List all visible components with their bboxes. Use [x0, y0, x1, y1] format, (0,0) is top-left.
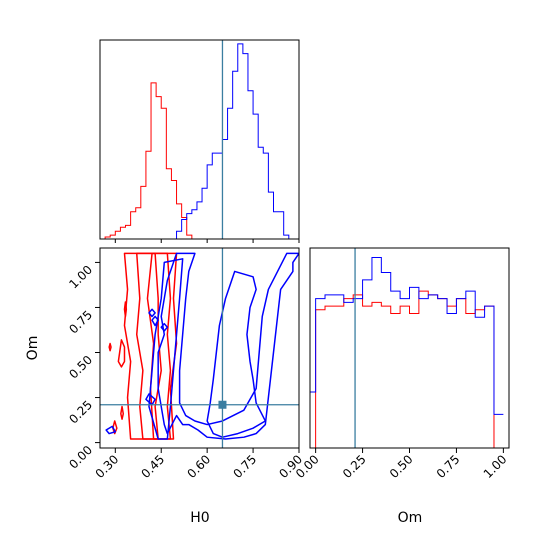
x-axis-label-om: Om	[398, 510, 423, 526]
truth-marker	[218, 400, 227, 409]
contour-series-2-level-2	[206, 270, 267, 438]
h0-histogram-series-2	[100, 43, 299, 239]
x-axis-label-h0: H0	[190, 510, 209, 526]
contour-series-2-level-7	[148, 308, 156, 318]
contour-series-2-level-4	[105, 425, 117, 435]
contour-panel: 0.30 0.45 0.60 0.75 0.900.000.250.500.751.00…	[25, 247, 305, 526]
h0-histogram-frame	[99, 39, 300, 240]
contour-series-2-level-5	[145, 393, 156, 406]
om-histogram-series-2	[310, 257, 504, 415]
contour-series-1-level-4	[117, 339, 126, 368]
h0-histogram-panel	[99, 39, 300, 243]
contour-series-1-level-7	[112, 420, 118, 435]
contour-series-2-level-6	[160, 322, 169, 332]
contour-series-1-level-6	[120, 405, 125, 420]
contour-series-2-level-3	[157, 252, 299, 440]
contour-series-2-level-8	[151, 315, 159, 327]
contour-series-2-level-1	[148, 258, 184, 440]
contour-frame	[99, 247, 300, 449]
y-axis-label-om: Om	[25, 336, 41, 361]
h0-histogram-series-1	[100, 82, 299, 239]
contour-series-1-level-5	[123, 301, 128, 318]
contour-series-1-level-8	[108, 342, 112, 352]
